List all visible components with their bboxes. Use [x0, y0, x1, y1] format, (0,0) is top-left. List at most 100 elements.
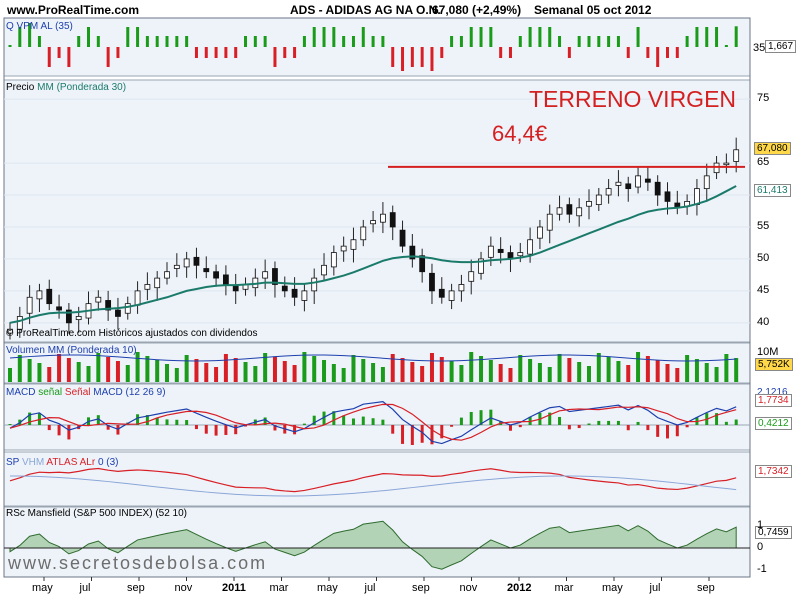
sp-value: 1,7342: [755, 465, 792, 478]
vpm-bar: [410, 47, 414, 67]
candle-body: [615, 181, 622, 186]
candle-body: [438, 288, 445, 298]
vpm-bar: [675, 47, 679, 58]
macd-hist-bar: [558, 416, 562, 425]
volume-bar: [547, 367, 552, 382]
volume-bar: [665, 364, 670, 382]
vpm-bar: [47, 47, 51, 67]
volume-bar: [636, 352, 641, 382]
candle-body: [16, 316, 23, 330]
macd-value-2: 1,7734: [755, 394, 792, 407]
volume-bar: [155, 360, 160, 382]
vpm-bar: [106, 47, 110, 67]
candle-body: [213, 271, 219, 279]
sp-panel: [3, 451, 751, 507]
volume-bar: [194, 359, 199, 382]
price-tick-label: 65: [757, 156, 770, 169]
macd-hist-bar: [607, 420, 611, 425]
watermark: www.secretosdebolsa.com: [8, 553, 268, 573]
candle-body: [105, 300, 112, 311]
candle-body: [586, 201, 592, 207]
candle-body: [595, 194, 602, 206]
historicos-note: © ProRealTime.com Históricos ajustados c…: [6, 328, 258, 339]
volume-bar: [410, 362, 415, 382]
x-tick-label: mar: [269, 582, 289, 594]
macd-hist-bar: [312, 415, 316, 425]
macd-hist-bar: [361, 416, 365, 425]
ma-price-tag: 61,413: [754, 183, 791, 197]
candle-body: [154, 277, 161, 289]
vpm-bar: [518, 36, 522, 47]
macd-hist-bar: [273, 425, 277, 431]
macd-hist-bar: [293, 425, 297, 435]
volume-title: Volumen MM (Ponderada 10): [6, 345, 137, 356]
price-tick-label: 45: [757, 283, 770, 296]
rsc-tick-label: -1: [757, 563, 767, 575]
candle-body: [173, 264, 180, 269]
vpm-title: Q VPM AL (35): [6, 21, 73, 32]
macd-hist-bar: [508, 425, 512, 431]
macd-hist-bar: [204, 425, 208, 434]
vpm-bar: [67, 47, 71, 67]
candle-body: [134, 290, 141, 306]
candle-body: [262, 271, 269, 279]
volume-bar: [439, 357, 444, 382]
volume-bar: [165, 364, 170, 382]
vpm-bar: [322, 27, 326, 47]
candle-body: [301, 290, 308, 301]
volume-bar: [243, 362, 248, 382]
vpm-bar: [616, 36, 620, 47]
vpm-bar: [28, 23, 32, 47]
vpm-bar: [351, 36, 355, 47]
sp-vhm-line: [9, 475, 737, 497]
vpm-bar: [302, 36, 306, 47]
candle-body: [644, 178, 651, 183]
volume-bar: [380, 367, 385, 382]
macd-hist-bar: [430, 425, 434, 445]
macd-value-3: 0,4212: [755, 417, 792, 430]
instrument-name: ADS - ADIDAS AG NA O.N.: [290, 3, 441, 17]
vpm-bar: [656, 47, 660, 67]
macd-hist-bar: [381, 419, 385, 425]
volume-bar: [214, 367, 219, 382]
volume-bar: [341, 368, 346, 382]
candle-body: [654, 181, 661, 196]
candle-body: [546, 213, 553, 231]
vpm-bar: [37, 36, 41, 47]
macd-value-1: 2,1216: [757, 387, 788, 398]
candle-body: [448, 290, 455, 301]
macd-hist-bar: [194, 425, 198, 430]
candle-body: [389, 212, 396, 228]
volume-bar: [420, 366, 425, 382]
site-name[interactable]: www.ProRealTime.com: [7, 3, 140, 17]
vpm-bar: [440, 47, 444, 58]
macd-hist-bar: [548, 412, 552, 425]
vpm-bar: [646, 47, 650, 58]
vpm-bar: [116, 47, 120, 58]
vpm-bar: [96, 36, 100, 47]
volume-bar: [331, 364, 336, 382]
volume-bar: [125, 365, 130, 382]
candle-body: [635, 175, 641, 188]
vpm-bar: [715, 27, 719, 47]
macd-hist-bar: [342, 415, 346, 425]
volume-bar: [86, 366, 91, 382]
candle-body: [399, 229, 406, 247]
volume-bar: [292, 365, 297, 382]
volume-bar: [714, 367, 719, 382]
vpm-bar: [234, 47, 238, 58]
volume-bar: [223, 354, 228, 382]
macd-hist-bar: [518, 425, 522, 428]
vpm-bar: [587, 36, 591, 47]
candle-body: [7, 328, 13, 334]
volume-bar: [17, 355, 22, 382]
vpm-bar: [734, 26, 738, 47]
candle-body: [723, 162, 730, 166]
candle-body: [605, 188, 612, 196]
candle-body: [222, 274, 229, 285]
volume-bar: [518, 355, 523, 382]
vpm-bar: [87, 27, 91, 47]
vpm-bar: [194, 47, 198, 58]
vpm-bar: [244, 36, 248, 47]
vpm-bar: [381, 36, 385, 47]
